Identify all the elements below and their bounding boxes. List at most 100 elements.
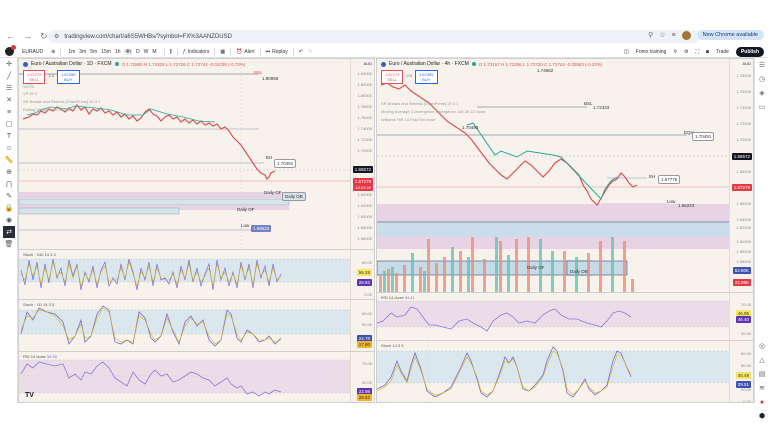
search-icon[interactable]: ⚲	[673, 48, 678, 55]
replay-button[interactable]: Replay	[272, 48, 288, 55]
settings-icon[interactable]: ⚙	[684, 48, 689, 55]
alerts-clock-icon[interactable]: ◷	[758, 76, 766, 83]
alert-icon: ⏰	[236, 48, 243, 55]
chart-toolbar: EURAUD ⊕ 1m 3m 5m 15m 1h 4h D W M ⫼ ƒ In…	[0, 45, 768, 58]
chart-title-4h[interactable]: Euro / Australian Dollar · 4h · FXCM O 1…	[381, 61, 602, 67]
indicator-legend[interactable]: SR Breaks and Retests [ChartPrime] 20 3 …	[381, 101, 459, 106]
reload-icon[interactable]: ↻	[40, 31, 48, 41]
price-panel[interactable]: Euro / Australian Dollar · 4h · FXCM O 1…	[377, 59, 753, 237]
forward-icon[interactable]: →	[23, 31, 32, 41]
magnet-icon[interactable]: ⋂	[6, 181, 12, 188]
icons-icon[interactable]: ☺	[5, 144, 13, 152]
indicator-legend[interactable]: SR Breaks and Retests [ChartPrime] 20 3 …	[23, 99, 101, 104]
undo-icon[interactable]: ↶	[298, 48, 303, 55]
indicator-legend[interactable]: Williams %R 14 Fast Sm close	[381, 117, 436, 122]
pattern-icon[interactable]: ✕	[6, 97, 12, 104]
chart-pane-daily[interactable]: Euro / Australian Dollar · 1D · FXCM O 1…	[18, 58, 375, 403]
trash-icon[interactable]: 🗑	[4, 241, 14, 248]
symbol-logo-icon	[381, 61, 386, 67]
symbol-search[interactable]: EURAUD	[22, 48, 44, 55]
buy-button[interactable]: 1.67299 BUY	[57, 70, 80, 84]
zoom-in-icon[interactable]: ⊕	[6, 169, 12, 176]
lock-icon[interactable]: 🔒	[4, 205, 14, 212]
timeframe-5m[interactable]: 5m	[90, 48, 98, 55]
sell-buy-widget: 1.67279 SELL 2.0 1.67299 BUY	[381, 70, 438, 84]
price-axis[interactable]: AUD 1.78000 1.76000 1.74000 1.72000 1.70…	[729, 59, 753, 237]
timeframe-3m[interactable]: 3m	[79, 48, 87, 55]
add-symbol-icon[interactable]: ⊕	[51, 48, 56, 55]
indicator-legend[interactable]: Rolling VWAP 14 3 100 close	[23, 107, 76, 112]
rsi-legend[interactable]: RSI 14 close 54.41	[381, 295, 415, 300]
publish-button[interactable]: Publish	[735, 46, 764, 57]
notifications-icon[interactable]: ●	[759, 398, 765, 406]
triangle-icon[interactable]: △	[759, 357, 765, 364]
tradingview-logo[interactable]: TV	[25, 392, 34, 399]
alert-button[interactable]: Alert	[244, 48, 255, 55]
forex-training-button[interactable]: Forex training	[635, 48, 667, 55]
last-price-label: 1.68572	[352, 166, 373, 173]
timeframe-1h[interactable]: 1h	[114, 48, 121, 55]
address-bar[interactable]: ⚙ tradingview.com/chart/a6S5WHBs/?symbol…	[48, 30, 700, 43]
camera-icon[interactable]: ◙	[706, 48, 710, 55]
sync-icon[interactable]: ⇄	[3, 226, 15, 238]
price-axis[interactable]: AUD 1.84000 1.82000 1.80000 1.78000 1.76…	[350, 59, 374, 249]
crosshair-icon[interactable]: ✛	[6, 61, 12, 68]
rsi-panel[interactable]: RSI 14 close 34.90 70.00 30.00 22.98 28.…	[19, 351, 374, 402]
layout-icon[interactable]: ▦	[220, 48, 226, 55]
ruler-icon[interactable]: 📏	[4, 157, 14, 164]
price-panel[interactable]: Euro / Australian Dollar · 1D · FXCM O 1…	[19, 59, 374, 249]
timeframe-m[interactable]: M	[152, 48, 157, 55]
bookmark-star-icon[interactable]: ☆	[659, 32, 666, 39]
chart-title-daily[interactable]: Euro / Australian Dollar · 1D · FXCM O 1…	[23, 61, 245, 67]
volume-panel[interactable]: Daily OF Daily OB 1.60000 1.59000 1.5800…	[377, 237, 753, 292]
stoch-panel[interactable]: Stoch 14 3 3 80.00 50.00 20.00 0.00 45.4…	[377, 340, 753, 402]
watchlist-icon[interactable]: ☰	[758, 62, 766, 69]
hide-icon[interactable]: ◉	[5, 217, 13, 224]
candle-type-icon[interactable]: ⫼	[169, 48, 172, 55]
rsi-panel[interactable]: RSI 14 close 54.41 70.00 30.00 46.85 46.…	[377, 292, 753, 340]
sell-button[interactable]: 1.67279 SELL	[381, 70, 404, 84]
layers-icon[interactable]: ◈	[759, 90, 765, 97]
chat-icon[interactable]: ▭	[758, 104, 766, 111]
user-menu-icon[interactable]	[5, 45, 16, 56]
annotation-icon[interactable]: T	[6, 132, 12, 140]
timeframe-1m[interactable]: 1m	[68, 48, 76, 55]
prediction-icon[interactable]: ≡	[6, 108, 12, 116]
timeframe-4h[interactable]: 4h	[124, 48, 133, 55]
trade-button[interactable]: Trade	[716, 48, 729, 55]
fullscreen-icon[interactable]: ⛶	[695, 48, 700, 55]
indicator-legend[interactable]: VP 20 3	[23, 91, 38, 96]
redo-icon[interactable]: ↷	[307, 48, 313, 55]
site-info-icon[interactable]: ⚙	[54, 34, 60, 40]
ideas-icon[interactable]: ◎	[758, 343, 766, 350]
last-price-label: 1.68572	[731, 153, 752, 160]
timeframe-d[interactable]: D	[136, 48, 140, 55]
broadcast-icon[interactable]: ≋	[759, 385, 765, 392]
chart-pane-4h[interactable]: Euro / Australian Dollar · 4h · FXCM O 1…	[376, 58, 754, 403]
buy-button[interactable]: 1.67299 BUY	[415, 70, 438, 84]
rsi-legend[interactable]: RSI 14 close 34.90	[23, 354, 57, 359]
new-chrome-available-button[interactable]: New Chrome available	[696, 30, 764, 40]
timeframe-15m[interactable]: 15m	[101, 48, 111, 55]
stoch-1d-panel[interactable]: Stoch · 1D 14 3 3 80.00 50.00 24.78 17.8…	[19, 299, 374, 351]
back-icon[interactable]: ←	[6, 31, 15, 41]
help-icon[interactable]: ⬢	[758, 413, 766, 420]
layout-split-icon[interactable]: ◫	[624, 48, 629, 55]
stoch-240-panel[interactable]: Stoch · 240 14 3 3 80.00 0.00 56.28 29.8…	[19, 249, 374, 299]
market-open-icon	[471, 62, 476, 66]
indicator-legend[interactable]: Moving Average Convergence Divergence 10…	[381, 109, 486, 114]
shapes-icon[interactable]: ▢	[5, 121, 13, 128]
trend-line-icon[interactable]: ╱	[6, 73, 12, 80]
extensions-icon[interactable]: ≡	[671, 31, 676, 39]
indicator-legend[interactable]: Vol 20	[23, 84, 35, 89]
calendar-icon[interactable]: ▤	[758, 371, 766, 378]
stay-drawing-icon[interactable]: ✎	[6, 193, 12, 200]
zoom-icon[interactable]: ⚲	[648, 32, 654, 39]
symbol-logo-icon	[23, 61, 28, 67]
stoch-legend[interactable]: Stoch 14 3 3	[381, 343, 404, 348]
profile-avatar[interactable]	[681, 30, 691, 40]
timeframe-w[interactable]: W	[143, 48, 149, 55]
sell-button[interactable]: 1.67279 SELL	[23, 70, 46, 84]
fib-icon[interactable]: ☰	[5, 85, 13, 92]
indicators-button[interactable]: Indicators	[187, 48, 210, 55]
